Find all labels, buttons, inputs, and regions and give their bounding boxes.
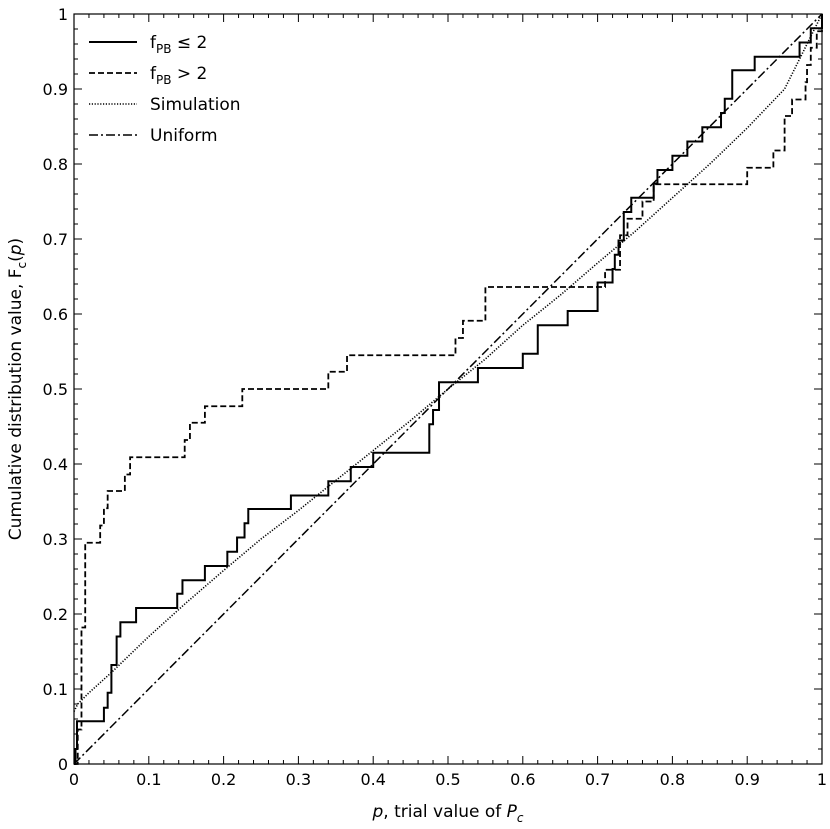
y-tick-label: 0.2 — [43, 605, 68, 624]
x-tick-label: 0.1 — [136, 770, 161, 789]
x-tick-label: 0.6 — [510, 770, 535, 789]
x-tick-label: 0.9 — [734, 770, 759, 789]
y-tick-label: 0.1 — [43, 680, 68, 699]
y-tick-label: 0.8 — [43, 155, 68, 174]
legend-label: fPB > 2 — [150, 64, 207, 87]
y-tick-label: 1 — [58, 5, 68, 24]
x-tick-label: 0.8 — [660, 770, 685, 789]
legend-label: Uniform — [150, 126, 218, 146]
legend-label: Simulation — [150, 95, 241, 115]
x-axis-label: p, trial value of Pc — [371, 802, 523, 825]
y-tick-label: 0.5 — [43, 380, 68, 399]
x-tick-label: 0.5 — [435, 770, 460, 789]
axis-ticks — [73, 13, 823, 765]
y-tick-label: 0 — [58, 755, 68, 774]
series-layer — [73, 13, 823, 765]
series-line-dashed — [74, 14, 823, 765]
legend-label: fPB ≤ 2 — [150, 33, 207, 56]
series-line-dashdot — [73, 13, 823, 765]
x-tick-label: 0 — [69, 770, 79, 789]
series-line-dotted — [73, 13, 823, 712]
x-tick-label: 1 — [817, 770, 827, 789]
x-tick-label: 0.4 — [360, 770, 385, 789]
x-tick-label: 0.7 — [585, 770, 610, 789]
y-tick-label: 0.4 — [43, 455, 68, 474]
x-tick-label: 0.2 — [211, 770, 236, 789]
y-tick-label: 0.3 — [43, 530, 68, 549]
y-axis-label: Cumulative distribution value, Fc(p) — [6, 238, 29, 540]
y-tick-label: 0.7 — [43, 230, 68, 249]
legend: fPB ≤ 2 fPB > 2 Simulation Uniform — [89, 33, 241, 146]
x-tick-label: 0.3 — [286, 770, 311, 789]
y-tick-label: 0.6 — [43, 305, 68, 324]
series-line-solid — [74, 14, 823, 765]
tick-labels: 0 0.1 0.2 0.3 0.4 0.5 0.6 0.7 0.8 0.9 1 0 0.1 0.2 0.3 0… — [43, 5, 828, 789]
y-tick-label: 0.9 — [43, 80, 68, 99]
